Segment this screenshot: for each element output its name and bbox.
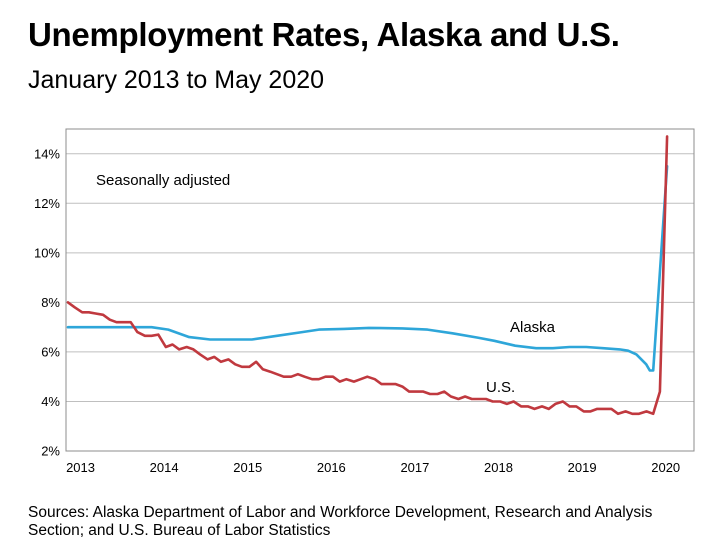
- plot-frame: [65, 128, 695, 452]
- series-line-us: [66, 135, 669, 416]
- x-tick-label: 2020: [651, 460, 680, 475]
- x-tick-label: 2018: [484, 460, 513, 475]
- y-tick-label: 14%: [34, 146, 60, 161]
- series-label-us: U.S.: [486, 379, 515, 396]
- x-tick-label: 2013: [66, 460, 95, 475]
- y-tick-label: 2%: [41, 444, 60, 459]
- x-tick-label: 2015: [233, 460, 262, 475]
- x-tick-label: 2019: [568, 460, 597, 475]
- unemployment-line-chart: 2% 4% 6% 8% 10% 12% 14% 2013 2014 2015 2016 2017 201…: [34, 128, 695, 475]
- y-tick-label: 4%: [41, 394, 60, 409]
- x-tick-label: 2016: [317, 460, 346, 475]
- sources-note: Sources: Alaska Department of Labor and …: [28, 504, 653, 539]
- x-tick-label: 2014: [150, 460, 179, 475]
- y-tick-label: 12%: [34, 196, 60, 211]
- seasonally-adjusted-annotation: Seasonally adjusted: [96, 172, 230, 189]
- x-tick-label: 2017: [400, 460, 429, 475]
- series-line-alaska: [66, 164, 669, 372]
- y-tick-label: 10%: [34, 245, 60, 260]
- y-tick-label: 8%: [41, 295, 60, 310]
- chart-subtitle: January 2013 to May 2020: [28, 66, 325, 94]
- series-label-alaska: Alaska: [510, 319, 556, 336]
- y-tick-label: 6%: [41, 344, 60, 359]
- chart-title: Unemployment Rates, Alaska and U.S.: [28, 16, 620, 53]
